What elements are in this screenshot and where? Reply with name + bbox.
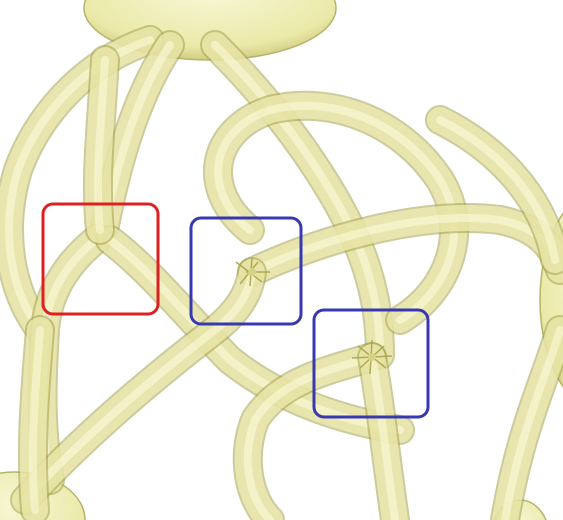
tube-bottom-left-rise xyxy=(17,315,55,520)
highlight-box-pinched-junction-1 xyxy=(189,216,303,326)
tube-left-vertical xyxy=(82,45,120,245)
highlight-box-pinched-junction-2 xyxy=(312,308,430,419)
tube-big-loop-top xyxy=(203,90,469,335)
tube-right-arc xyxy=(425,105,563,275)
tube-lower-right xyxy=(357,342,410,520)
tube-right-lower xyxy=(490,315,563,520)
pinch-mark-2 xyxy=(351,339,393,375)
tube-top-right-descent xyxy=(200,30,395,370)
highlight-box-smooth-junction xyxy=(41,202,160,316)
tubes-layer xyxy=(0,25,563,520)
pinch-mark-1 xyxy=(235,257,270,287)
tube-lower-left-diagonal xyxy=(10,257,267,515)
tube-lower-mid-loop xyxy=(232,342,387,520)
